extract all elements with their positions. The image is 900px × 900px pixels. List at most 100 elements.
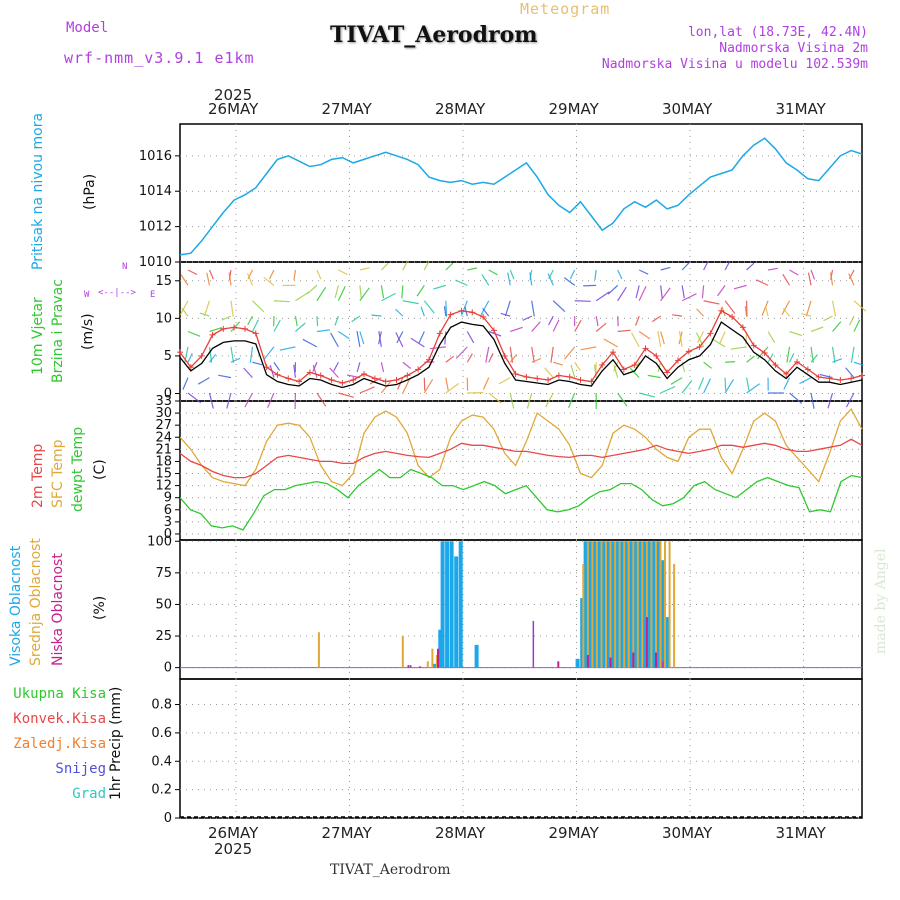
cloud-bar: [605, 541, 607, 668]
wind-arrow: [337, 286, 346, 302]
wind-arrow: [263, 346, 275, 360]
cloud-bar: [645, 617, 648, 668]
wind-arrow: [767, 267, 779, 271]
wind-arrow: [293, 364, 297, 378]
pressure-unit: (hPa): [82, 173, 98, 210]
wind-arrow: [789, 269, 799, 276]
wind-arrow: [380, 262, 389, 271]
cloud-bar: [458, 541, 463, 668]
wind-arrow: [810, 354, 818, 363]
wind-arrow: [378, 331, 382, 347]
wind-arrow: [831, 346, 836, 363]
temp-ylabel-dewpt: dewpt Temp: [70, 426, 86, 512]
coords-label: lon,lat (18.73E, 42.4N): [687, 25, 868, 40]
cloud-bar: [474, 644, 479, 668]
ytick-label: 9: [164, 491, 172, 506]
wind-arrow: [209, 327, 223, 333]
wind-arrow: [522, 315, 532, 321]
wind-arrow: [504, 300, 511, 317]
wind-arrow: [199, 312, 210, 317]
cloud-bar: [660, 560, 665, 668]
wind-arrow: [717, 285, 726, 297]
wind-arrow: [529, 272, 533, 286]
wind-arrow: [244, 392, 253, 408]
2m-temp-line: [179, 438, 863, 479]
wind-arrow: [703, 260, 709, 271]
wind-arrow: [526, 392, 533, 409]
ytick-label: 15: [155, 467, 172, 482]
wind-arrow: [351, 315, 361, 323]
cloud-bar: [650, 541, 653, 668]
wind-arrow: [789, 353, 795, 363]
ytick-label: 5: [164, 349, 172, 364]
wind-arrow: [330, 332, 339, 348]
wind-arrow: [482, 377, 490, 390]
cloud-bar: [418, 666, 421, 668]
ytick-label: 3: [164, 515, 172, 530]
day-label-bottom: 26MAY: [208, 824, 259, 842]
wind-arrow: [810, 392, 815, 409]
cloud-bar: [454, 556, 459, 668]
wind-arrow: [334, 315, 339, 326]
wind-arrow: [574, 300, 591, 302]
wind-arrow: [660, 331, 665, 345]
wind-arrow: [574, 319, 582, 332]
wind-arrow: [831, 300, 837, 317]
cloud-ylabel-high: Visoka Oblacnost: [8, 545, 24, 666]
wind-arrow: [789, 330, 803, 337]
wind-arrow: [510, 326, 523, 333]
cloud-ylabel-mid: Srednja Oblacnost: [28, 538, 44, 666]
wind-arrow: [696, 331, 705, 344]
wind-compass: N W E <--|-->: [82, 262, 162, 322]
wind-arrow: [380, 380, 392, 394]
wind-arrow: [617, 392, 628, 407]
cloud-bar: [426, 661, 429, 668]
cloud-bar: [597, 541, 602, 668]
wind-arrow: [179, 300, 189, 316]
day-label-bottom: 30MAY: [662, 824, 713, 842]
wind-arrow: [724, 300, 736, 314]
wind-arrow: [228, 272, 232, 286]
wind-arrow: [678, 331, 683, 347]
wind-arrow: [767, 331, 776, 344]
wind-arrow: [845, 392, 855, 408]
wind-arrow: [507, 272, 511, 286]
ytick-label: 0.8: [151, 698, 172, 713]
wind-arrow: [672, 314, 683, 317]
ytick-label: 18: [155, 454, 172, 469]
day-label-bottom: 29MAY: [548, 824, 599, 842]
wind-arrow: [756, 279, 769, 286]
cloud-bar: [609, 657, 612, 668]
page-title: TIVAT_Aerodrom: [330, 22, 538, 48]
cloud-bar: [618, 541, 621, 668]
ytick-label: 30: [155, 406, 172, 421]
temp-ylabel-sfc: SFC Temp: [50, 439, 66, 508]
wind-arrow: [500, 312, 511, 317]
wind-arrow: [849, 315, 855, 326]
cloud-unit: (%): [92, 595, 108, 620]
wind-arrow: [810, 269, 816, 280]
cloud-bar: [655, 652, 657, 668]
wind-arrow: [246, 273, 254, 286]
day-label-bottom: 27MAY: [321, 824, 372, 842]
grid-lines: [180, 124, 862, 819]
wind-arrow: [746, 355, 755, 363]
wind-arrow: [681, 262, 690, 271]
wind-arrow: [356, 362, 361, 373]
wind-arrow: [564, 346, 576, 360]
wind-arrow: [531, 300, 535, 317]
wind-arrow: [617, 316, 619, 327]
wind-arrow: [180, 274, 189, 286]
cloud-bar: [665, 617, 670, 668]
wind-arrow: [420, 306, 425, 317]
wind-arrow: [660, 285, 663, 299]
wind-arrow: [359, 267, 370, 271]
cloud-bar: [647, 541, 652, 668]
compass-east: E: [150, 290, 156, 300]
compass-cross-icon: <--|-->: [98, 288, 136, 298]
wind-arrow: [221, 315, 232, 321]
wind-arrow: [799, 377, 812, 385]
wind-arrow: [485, 346, 490, 363]
wind-arrow: [681, 293, 697, 302]
